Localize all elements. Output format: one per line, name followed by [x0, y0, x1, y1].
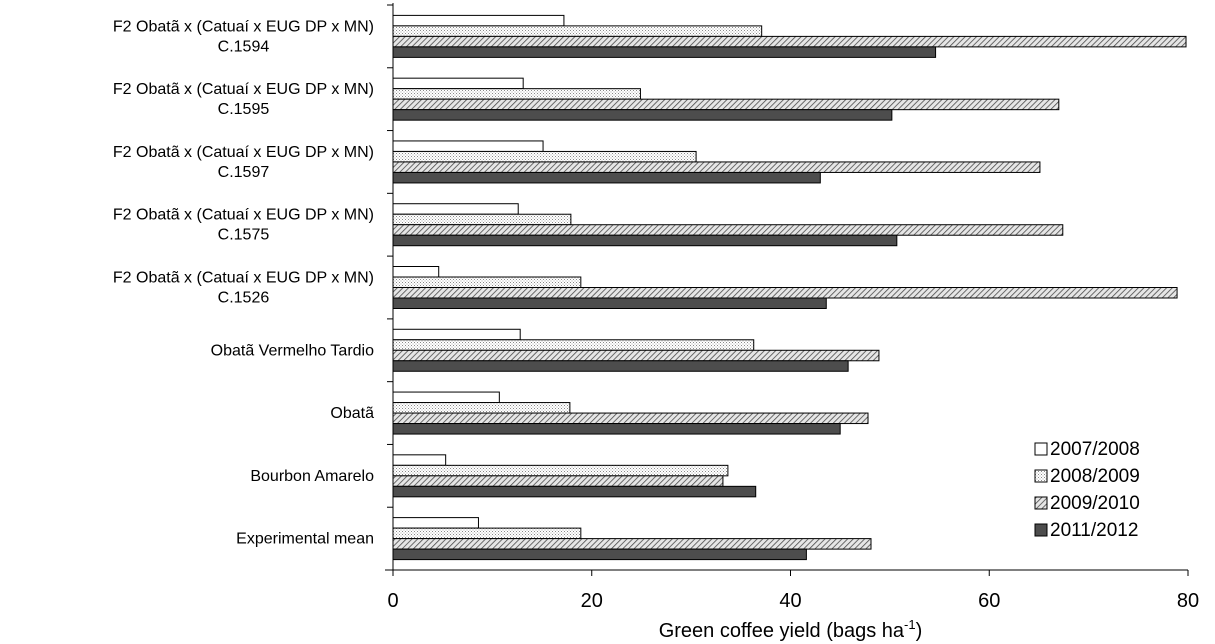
bar-1-series-2	[392, 25, 763, 37]
x-tick-label: 0	[387, 590, 398, 612]
x-tick-label: 40	[779, 590, 801, 612]
bar-2-series-4	[392, 109, 893, 121]
category-label-line: Bourbon Amarelo	[250, 468, 374, 485]
x-axis-title-main: Green coffee yield (bags ha	[659, 620, 905, 642]
category-label-4: F2 Obatã x (Catuaí x EUG DP x MN) C.1575	[113, 207, 374, 244]
bar-4-series-3	[392, 224, 1064, 236]
bar-5-series-3	[392, 287, 1178, 299]
category-label-2: F2 Obatã x (Catuaí x EUG DP x MN) C.1595	[113, 81, 374, 118]
x-axis-title: Green coffee yield (bags ha-1)	[659, 617, 923, 642]
bar-9-series-4	[392, 548, 807, 561]
category-label-line: F2 Obatã x (Catuaí x EUG DP x MN)	[113, 18, 374, 35]
bar-4-series-4	[392, 234, 898, 247]
bar-7-series-4	[392, 423, 841, 435]
category-label-line: C.1526	[218, 290, 270, 307]
legend: 2007/2008 2008/2009 2009/2010 2011/2012	[1034, 439, 1140, 541]
category-label-line: F2 Obatã x (Catuaí x EUG DP x MN)	[113, 144, 374, 161]
bar-8-series-1	[392, 454, 447, 466]
bar-6-series-1	[392, 328, 521, 341]
legend-label-1: 2007/2008	[1050, 439, 1140, 460]
bar-6-series-3	[392, 349, 880, 362]
bar-8-series-2	[392, 464, 729, 477]
bar-6-series-4	[392, 360, 849, 372]
bar-9-series-1	[392, 517, 479, 529]
category-label-line: Obatã	[330, 405, 374, 422]
bar-7-series-1	[392, 391, 500, 404]
bar-7-series-3	[392, 412, 869, 425]
labels-layer: F2 Obatã x (Catuaí x EUG DP x MN) C.1594F…	[113, 18, 374, 547]
legend-label-3: 2009/2010	[1050, 493, 1140, 514]
axes-layer: 0 20 40 60 80 Green coffee yield (bags ha-1)	[385, 3, 1199, 642]
x-tick-label: 80	[1177, 590, 1199, 612]
bar-2-series-1	[392, 77, 524, 90]
category-label-line: Obatã Vermelho Tardio	[211, 342, 374, 359]
bar-4-series-1	[392, 203, 519, 215]
bar-5-series-4	[392, 297, 827, 309]
category-label-line: C.1597	[218, 164, 270, 181]
bar-8-series-3	[392, 475, 724, 487]
bar-3-series-1	[392, 140, 544, 152]
bar-4-series-2	[392, 213, 572, 226]
category-label-line: Experimental mean	[236, 531, 374, 548]
category-label-line: F2 Obatã x (Catuaí x EUG DP x MN)	[113, 207, 374, 224]
category-label-6: Obatã Vermelho Tardio	[211, 342, 374, 359]
bar-6-series-2	[392, 339, 755, 351]
bar-5-series-2	[392, 276, 582, 288]
bar-1-series-1	[392, 14, 565, 27]
category-label-line: F2 Obatã x (Catuaí x EUG DP x MN)	[113, 270, 374, 287]
legend-swatch-4	[1034, 523, 1048, 537]
category-label-line: C.1594	[218, 38, 270, 55]
category-label-8: Bourbon Amarelo	[250, 468, 374, 485]
bar-9-series-2	[392, 527, 582, 540]
legend-swatch-1	[1034, 442, 1048, 456]
bar-1-series-4	[392, 46, 937, 58]
legend-label-4: 2011/2012	[1050, 520, 1138, 541]
legend-swatch-2	[1034, 469, 1048, 483]
bar-2-series-2	[392, 88, 641, 100]
legend-swatch-3	[1034, 496, 1048, 510]
category-label-1: F2 Obatã x (Catuaí x EUG DP x MN) C.1594	[113, 18, 374, 55]
x-axis-title-suffix: )	[916, 620, 923, 642]
bar-8-series-4	[392, 485, 757, 498]
category-label-5: F2 Obatã x (Catuaí x EUG DP x MN) C.1526	[113, 270, 374, 307]
category-label-9: Experimental mean	[236, 531, 374, 548]
bars-layer	[392, 14, 1187, 561]
bar-5-series-1	[392, 266, 440, 278]
category-label-line: C.1595	[218, 101, 270, 118]
category-label-7: Obatã	[330, 405, 374, 422]
bar-9-series-3	[392, 538, 872, 550]
x-tick-label: 20	[581, 590, 603, 612]
category-label-line: F2 Obatã x (Catuaí x EUG DP x MN)	[113, 81, 374, 98]
bar-1-series-3	[392, 35, 1187, 48]
category-label-line: C.1575	[218, 227, 270, 244]
bar-7-series-2	[392, 402, 571, 414]
bar-3-series-2	[392, 150, 697, 163]
x-tick-label: 60	[978, 590, 1000, 612]
legend-label-2: 2008/2009	[1050, 466, 1140, 487]
x-axis-title-superscript: -1	[904, 617, 916, 632]
bar-2-series-3	[392, 98, 1060, 111]
bar-3-series-4	[392, 171, 821, 184]
bar-3-series-3	[392, 161, 1041, 173]
category-label-3: F2 Obatã x (Catuaí x EUG DP x MN) C.1597	[113, 144, 374, 181]
